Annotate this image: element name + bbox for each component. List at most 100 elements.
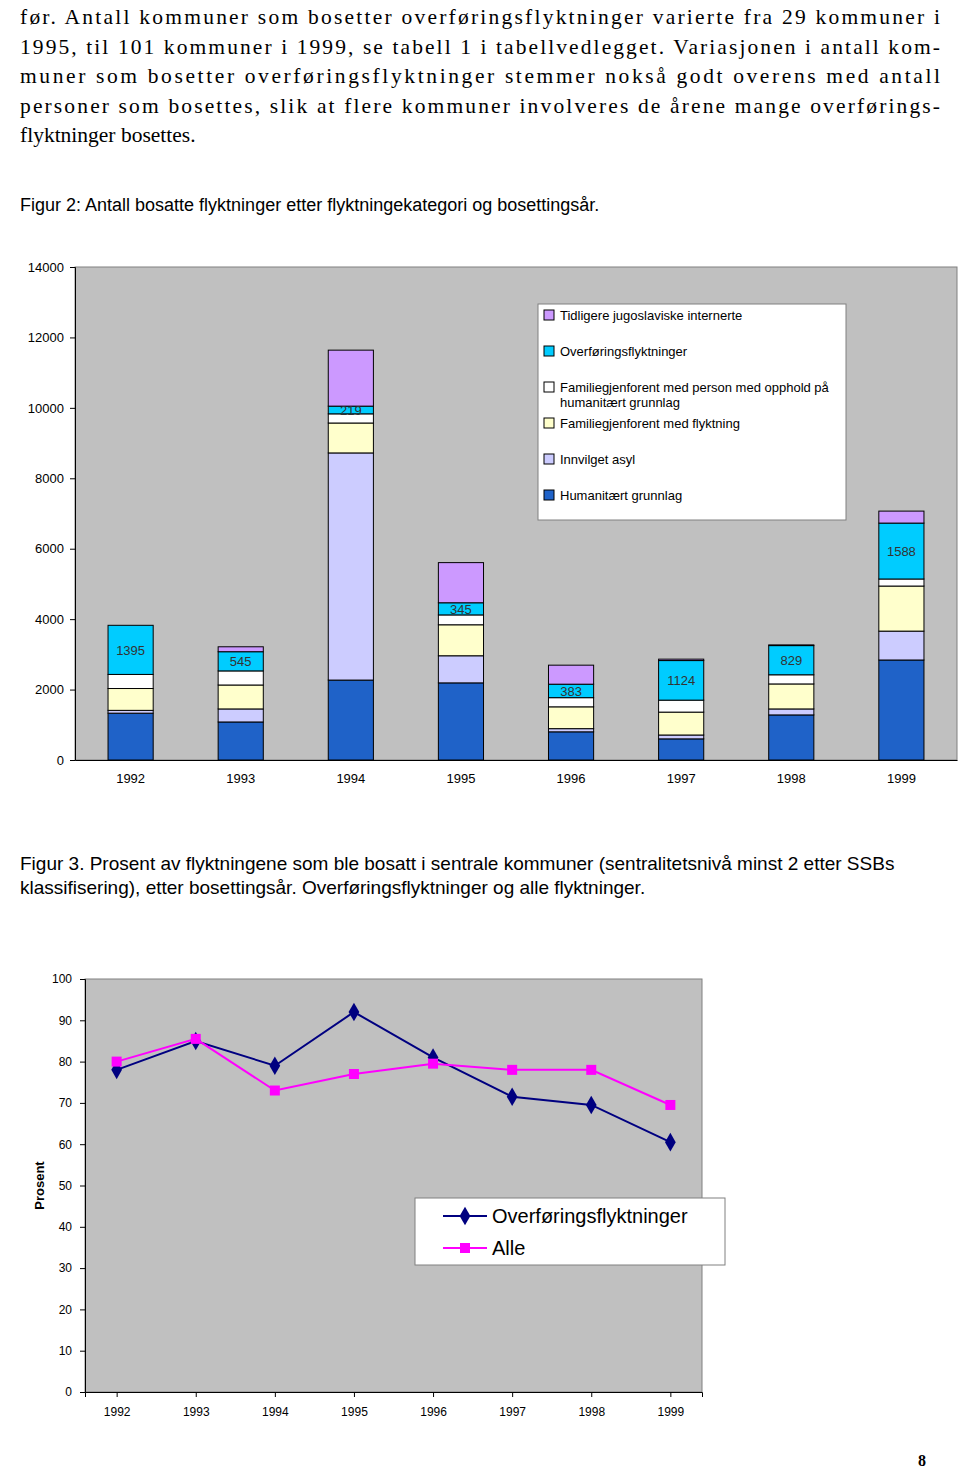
plot-background	[85, 979, 702, 1392]
tick: 1992	[104, 1392, 131, 1419]
bar-segment	[659, 661, 704, 701]
marker	[269, 1056, 280, 1075]
bar-segment	[108, 713, 153, 760]
bar-chart: Figur 2: Antall bosatte flyktninger ette…	[20, 195, 958, 786]
legend: OverføringsflyktningerAlle	[415, 1198, 725, 1265]
text-line: Figur 3. Prosent av flyktningene som ble…	[20, 853, 894, 874]
bar-segment	[769, 684, 814, 709]
bar-segment	[548, 698, 593, 707]
axis: 19921993199419951996199719981999	[86, 1392, 703, 1419]
data-label: 345	[450, 602, 472, 617]
legend-label: Humanitært grunnlag	[560, 488, 682, 503]
marker	[191, 1034, 201, 1044]
tick-label: 0	[57, 753, 64, 768]
paragraph-line: 1995, til 101 kommuner i 1999, se tabell…	[20, 35, 940, 59]
paragraph-line: før. Antall kommuner som bosetter overfø…	[20, 5, 940, 29]
legend-label: Overføringsflyktninger	[560, 344, 688, 359]
bar-segment	[218, 671, 263, 685]
tick-label: 1999	[658, 1405, 685, 1419]
tick-label: 6000	[35, 541, 64, 556]
paragraph: før. Antall kommuner som bosetter overfø…	[20, 5, 940, 147]
marker	[665, 1100, 675, 1110]
legend-label: Innvilget asyl	[560, 452, 635, 467]
legend-label: Overføringsflyktninger	[492, 1205, 688, 1227]
text-line: klassifisering), etter bosettingsår. Ove…	[20, 877, 645, 898]
tick-label: 1993	[226, 771, 255, 786]
paragraph-line: muner som bosetter overføringsflyktninge…	[20, 64, 940, 88]
tick-label: 50	[59, 1179, 73, 1193]
lines	[111, 1003, 675, 1152]
bar-segment	[879, 660, 924, 760]
tick: 20	[59, 1303, 85, 1317]
tick: 1993	[226, 760, 255, 786]
legend-swatch	[544, 490, 554, 500]
marker	[507, 1087, 518, 1106]
marker	[586, 1096, 597, 1115]
tick: 4000	[35, 612, 75, 627]
tick-label: 70	[59, 1096, 73, 1110]
data-label: 1395	[116, 643, 145, 658]
tick-mark	[70, 337, 75, 338]
tick: 1995	[446, 760, 475, 786]
tick-mark	[70, 267, 75, 268]
tick-mark	[80, 1103, 85, 1104]
bar-segment	[438, 625, 483, 656]
tick: 80	[59, 1055, 85, 1069]
bar-segment	[108, 625, 153, 626]
tick-mark	[80, 1351, 85, 1352]
bar-segment	[659, 735, 704, 739]
tick-mark	[670, 1392, 671, 1397]
tick-label: 1995	[341, 1405, 368, 1419]
tick-mark	[80, 1186, 85, 1187]
data-label: 219	[340, 403, 362, 418]
tick: 1992	[116, 760, 145, 786]
data-label: 545	[230, 654, 252, 669]
tick: 1999	[658, 1392, 685, 1419]
tick-label: 1999	[887, 771, 916, 786]
tick: 1998	[777, 760, 806, 786]
tick-mark	[70, 760, 75, 761]
data-label: 1588	[887, 544, 916, 559]
bar-segment	[328, 423, 373, 453]
axis: 0102030405060708090100	[52, 972, 86, 1399]
tick: 70	[59, 1096, 85, 1110]
legend: Tidligere jugoslaviske internerteOverfør…	[538, 304, 846, 520]
marker	[665, 1133, 676, 1152]
bar-segment	[659, 659, 704, 660]
series-line	[117, 1012, 671, 1142]
tick-label: 1992	[116, 771, 145, 786]
bar-segment	[218, 647, 263, 652]
bar-segment	[548, 707, 593, 729]
bar-segment	[108, 625, 153, 674]
tick-mark	[70, 549, 75, 550]
legend-box	[415, 1198, 725, 1265]
marker	[190, 1032, 201, 1051]
tick-mark	[80, 1020, 85, 1021]
tick: 90	[59, 1014, 85, 1028]
tick: 100	[52, 972, 85, 986]
axis: 02000400060008000100001200014000	[28, 260, 76, 768]
tick-mark	[354, 1392, 355, 1397]
tick-mark	[70, 690, 75, 691]
tick-mark	[70, 478, 75, 479]
bar-segment	[769, 715, 814, 760]
tick-label: 2000	[35, 682, 64, 697]
tick: 2000	[35, 682, 75, 697]
tick: 0	[65, 1385, 85, 1399]
text-line: Familiegjenforent med person med opphold…	[560, 380, 830, 395]
tick: 60	[59, 1138, 85, 1152]
tick: 30	[59, 1261, 85, 1275]
line-chart: Figur 3. Prosent av flyktningene som ble…	[20, 853, 894, 1419]
axis-line	[86, 1393, 703, 1398]
tick-mark	[591, 1392, 592, 1397]
text-line: humanitært grunnlag	[560, 395, 680, 410]
text-line: Familiegjenforent med flyktning	[560, 416, 740, 431]
tick-label: 1995	[446, 771, 475, 786]
marker	[586, 1065, 596, 1075]
bar-segment	[218, 722, 263, 760]
bar-segment	[218, 709, 263, 722]
text-line: Innvilget asyl	[560, 452, 635, 467]
legend-label: Familiegjenforent med person med opphold…	[560, 380, 830, 410]
bar-segment	[659, 739, 704, 760]
tick: 1995	[341, 1392, 368, 1419]
